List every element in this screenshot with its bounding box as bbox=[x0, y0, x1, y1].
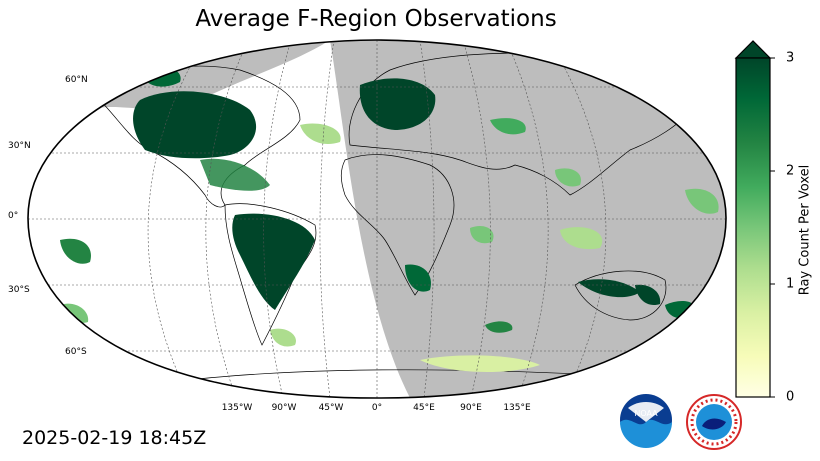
noaa-logo: NOAA bbox=[620, 394, 672, 448]
colorbar-tick-2: 2 bbox=[786, 163, 795, 179]
agency-logos: NOAA bbox=[620, 394, 742, 450]
noaa-logo-text: NOAA bbox=[634, 409, 658, 418]
lon-label-90w: 90°W bbox=[271, 403, 297, 413]
nws-logo bbox=[686, 394, 742, 450]
colorbar-tick-3: 3 bbox=[786, 50, 795, 66]
colorbar-tick-1: 1 bbox=[786, 276, 795, 292]
lon-label-135e: 135°E bbox=[503, 403, 531, 413]
lon-label-45w: 45°W bbox=[318, 403, 344, 413]
lat-label-60s: 60°S bbox=[65, 347, 87, 357]
colorbar bbox=[734, 40, 775, 398]
timestamp: 2025-02-19 18:45Z bbox=[22, 427, 207, 449]
colorbar-gradient bbox=[735, 57, 771, 398]
colorbar-tick-0: 0 bbox=[786, 389, 795, 405]
lon-label-45e: 45°E bbox=[413, 403, 435, 413]
colorbar-extend-triangle bbox=[734, 40, 772, 59]
colorbar-label: Ray Count Per Voxel bbox=[797, 164, 813, 296]
ray-count-overlay bbox=[60, 67, 719, 372]
lat-label-30n: 30°N bbox=[8, 141, 31, 151]
lon-label-90e: 90°E bbox=[460, 403, 482, 413]
lat-label-60n: 60°N bbox=[65, 75, 88, 85]
lat-label-30s: 30°S bbox=[8, 285, 30, 295]
map-title: Average F-Region Observations bbox=[195, 6, 557, 32]
lat-label-0: 0° bbox=[8, 211, 19, 221]
world-map bbox=[27, 39, 727, 399]
lon-label-135w: 135°W bbox=[221, 403, 253, 413]
lon-label-0: 0° bbox=[371, 403, 383, 413]
globe-outline bbox=[27, 39, 727, 399]
